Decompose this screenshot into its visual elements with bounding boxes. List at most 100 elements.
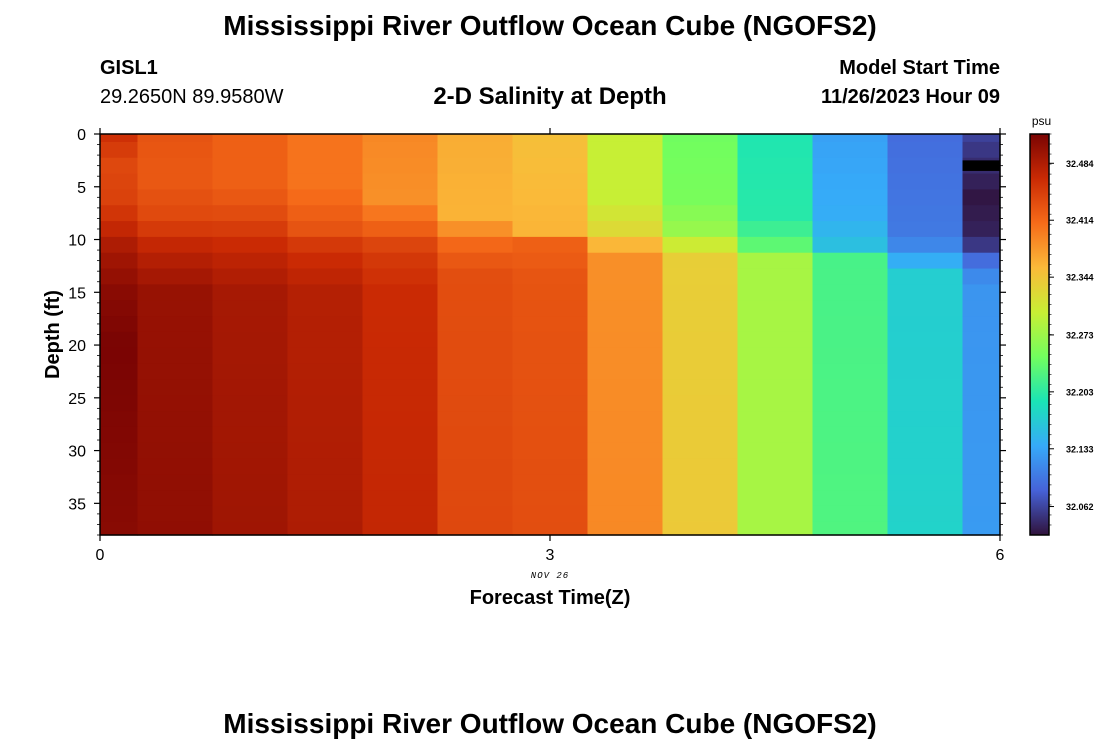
heatmap-cell — [812, 221, 889, 238]
heatmap-cell — [887, 221, 964, 238]
heatmap-cell — [737, 189, 814, 206]
missing-data-bar — [962, 160, 1000, 171]
heatmap-cell — [662, 363, 739, 380]
heatmap-cell — [662, 268, 739, 285]
heatmap-cell — [212, 205, 289, 222]
heatmap-cell — [287, 347, 364, 365]
heatmap-cell — [812, 395, 889, 412]
heatmap-cell — [737, 426, 814, 444]
heatmap-cell — [587, 379, 664, 396]
heatmap-cell — [812, 236, 889, 254]
heatmap-cell — [437, 284, 514, 301]
heatmap-cell — [212, 395, 289, 412]
heatmap-cell — [962, 173, 1001, 191]
heatmap-cell — [512, 236, 589, 254]
heatmap-cell — [362, 157, 439, 175]
heatmap-cell — [212, 426, 289, 444]
heatmap-cell — [737, 268, 814, 285]
heatmap-cell — [587, 395, 664, 412]
heatmap-cell — [887, 474, 964, 491]
heatmap-cell — [587, 316, 664, 333]
heatmap-cell — [437, 458, 514, 475]
heatmap-cell — [887, 411, 964, 428]
heatmap-cell — [887, 268, 964, 285]
heatmap-cell — [137, 268, 214, 285]
heatmap-cell — [512, 268, 589, 285]
heatmap-cell — [437, 490, 514, 507]
x-tick-label: 6 — [996, 547, 1005, 564]
heatmap-cell — [962, 347, 1001, 365]
heatmap-cell — [512, 395, 589, 412]
heatmap-cell — [137, 458, 214, 475]
heatmap-cell — [587, 458, 664, 475]
heatmap-cell — [512, 134, 589, 143]
heatmap-cell — [512, 411, 589, 428]
heatmap-cell — [887, 426, 964, 444]
heatmap-cell — [512, 521, 589, 536]
heatmap-cell — [287, 426, 364, 444]
heatmap-cell — [137, 490, 214, 507]
heatmap-cell — [812, 505, 889, 523]
heatmap-cell — [100, 189, 139, 206]
heatmap-cell — [137, 363, 214, 380]
heatmap-cell — [100, 395, 139, 412]
heatmap-cell — [587, 300, 664, 317]
heatmap-cell — [437, 189, 514, 206]
heatmap-cell — [287, 157, 364, 175]
heatmap-cell — [962, 221, 1001, 238]
heatmap-cell — [362, 189, 439, 206]
x-axis-date-label: NOV 26 — [531, 571, 569, 581]
heatmap-cell — [287, 363, 364, 380]
heatmap-cell — [100, 363, 139, 380]
heatmap-cell — [212, 252, 289, 270]
heatmap-cell — [437, 205, 514, 222]
heatmap-cell — [662, 379, 739, 396]
heatmap-cell — [662, 458, 739, 475]
colorbar-tick-label: 32.062 — [1066, 502, 1094, 512]
heatmap-cell — [737, 363, 814, 380]
heatmap-cell — [587, 347, 664, 365]
heatmap-cell — [212, 157, 289, 175]
heatmap-cell — [662, 505, 739, 523]
heatmap-cell — [887, 157, 964, 175]
heatmap-cell — [437, 157, 514, 175]
heatmap-cell — [100, 300, 139, 317]
heatmap-cell — [737, 521, 814, 536]
heatmap-cell — [100, 268, 139, 285]
x-tick-label: 3 — [546, 547, 555, 564]
y-tick-label: 0 — [77, 127, 86, 144]
heatmap-cell — [137, 221, 214, 238]
heatmap-cell — [812, 379, 889, 396]
heatmap-cell — [437, 411, 514, 428]
heatmap-cell — [812, 490, 889, 507]
heatmap-cell — [887, 505, 964, 523]
next-chart-title: Mississippi River Outflow Ocean Cube (NG… — [223, 708, 877, 739]
heatmap-cell — [512, 300, 589, 317]
heatmap-cell — [512, 458, 589, 475]
heatmap-cell — [100, 490, 139, 507]
heatmap-cell — [362, 331, 439, 349]
colorbar-tick-label: 32.484 — [1066, 159, 1094, 169]
heatmap-cell — [962, 300, 1001, 317]
colorbar: 32.062 32.133 32.203 32.273 32.344 32.414 32.4… — [1029, 133, 1094, 536]
heatmap-cell — [362, 442, 439, 460]
heatmap-cell — [137, 134, 214, 143]
heatmap-cell — [212, 363, 289, 380]
heatmap-cell — [587, 252, 664, 270]
heatmap-cell — [100, 205, 139, 222]
heatmap-cell — [362, 490, 439, 507]
heatmap-cell — [137, 316, 214, 333]
heatmap-cell — [737, 252, 814, 270]
heatmap-cell — [362, 474, 439, 491]
heatmap-cell — [587, 189, 664, 206]
heatmap-cell — [100, 316, 139, 333]
heatmap-cell — [737, 205, 814, 222]
heatmap-cell — [887, 205, 964, 222]
heatmap-cell — [887, 316, 964, 333]
heatmap-cell — [287, 134, 364, 143]
heatmap-cell — [587, 363, 664, 380]
y-tick-label: 35 — [68, 496, 86, 513]
heatmap-cell — [362, 379, 439, 396]
heatmap-cell — [437, 521, 514, 536]
heatmap-cell — [587, 236, 664, 254]
